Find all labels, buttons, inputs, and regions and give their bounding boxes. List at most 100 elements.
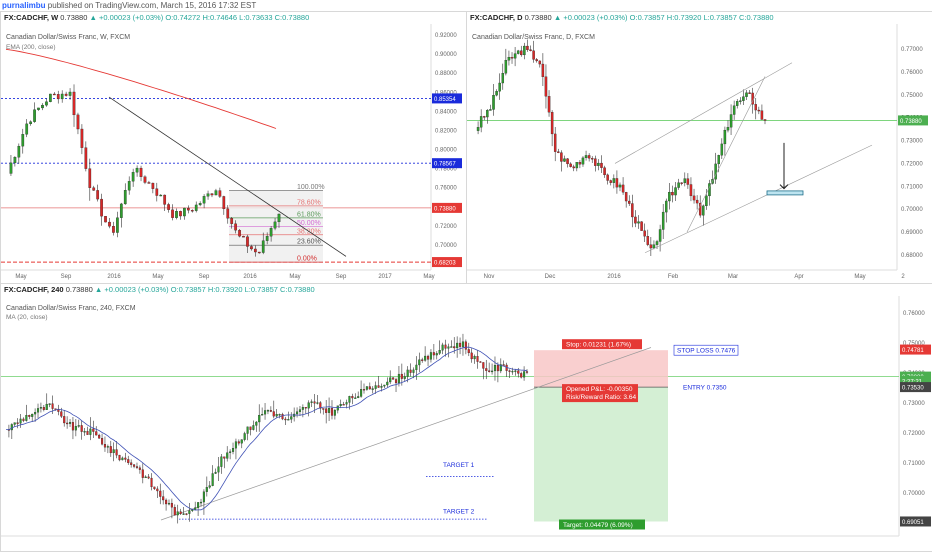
candle-body xyxy=(763,119,767,121)
candle-body xyxy=(217,466,220,473)
candle-body xyxy=(476,127,480,131)
candle-body xyxy=(450,346,453,348)
candle-body xyxy=(729,114,733,128)
arrow-head-icon xyxy=(779,184,789,190)
candle-body xyxy=(179,511,182,514)
candle-body xyxy=(489,109,492,111)
price-badge xyxy=(900,516,931,527)
candle-body xyxy=(383,384,386,387)
time-tick-label: Sep xyxy=(336,274,347,280)
candle-body xyxy=(261,414,264,416)
candle-body xyxy=(609,180,612,183)
ohlc: O:0.73857 H:0.73920 L:0.73857 C:0.73880 xyxy=(170,285,315,294)
candle-body xyxy=(162,496,165,501)
candle-body xyxy=(226,452,229,459)
candle-body xyxy=(658,229,662,242)
indicator-label[interactable]: EMA (200, close) xyxy=(6,44,56,51)
h4-chart-panel[interactable]: FX:CADCHF, 240 0.73880 ▲ +0.00023 (+0.03… xyxy=(0,283,932,552)
candle-body xyxy=(10,424,13,431)
daily-chart-panel[interactable]: FX:CADCHF, D 0.73880 ▲ +0.00023 (+0.03%)… xyxy=(466,11,932,284)
candle-body xyxy=(584,155,588,159)
daily-chart: 0.770000.760000.750000.740000.730000.720… xyxy=(467,24,928,280)
candle-body xyxy=(507,57,511,61)
stop-label: Stop: 0.01231 (1.67%) xyxy=(566,342,631,349)
trend-line xyxy=(108,96,347,257)
candle-body xyxy=(499,364,502,372)
candle-body xyxy=(386,381,389,386)
candle-body xyxy=(119,203,123,218)
price-badge xyxy=(432,158,462,169)
candle-body xyxy=(202,196,206,204)
time-tick-label: 192 xyxy=(1,284,7,286)
candle-body xyxy=(153,486,156,490)
candle-body xyxy=(501,73,505,84)
candle-body xyxy=(640,221,643,231)
stop-loss-note-box xyxy=(673,344,739,356)
candle-body xyxy=(547,96,551,113)
candle-body xyxy=(138,467,141,470)
candle-body xyxy=(652,244,656,249)
candle-body xyxy=(150,477,153,488)
candle-body xyxy=(374,385,377,389)
candle-body xyxy=(603,167,606,176)
candle-body xyxy=(76,114,80,130)
candle-body xyxy=(760,110,764,120)
candle-body xyxy=(397,373,400,384)
candle-body xyxy=(112,449,115,454)
candle-body xyxy=(517,370,520,374)
candle-body xyxy=(16,422,19,424)
candle-body xyxy=(394,379,398,384)
candle-body xyxy=(482,362,485,369)
candle-body xyxy=(535,59,538,62)
candle-body xyxy=(566,158,569,165)
price-badge-label: 0.73880 xyxy=(434,206,456,212)
candle-body xyxy=(495,91,498,96)
price-tick-label: 0.88000 xyxy=(435,71,457,77)
time-tick-label: Feb xyxy=(668,274,679,280)
candle-body xyxy=(41,104,44,109)
candle-body xyxy=(22,418,25,421)
candle-body xyxy=(127,181,131,191)
candle-body xyxy=(45,101,48,106)
candle-body xyxy=(345,402,348,405)
candle-body xyxy=(362,389,366,391)
candle-body xyxy=(234,223,237,231)
time-tick-label: Apr xyxy=(794,274,803,280)
time-tick-label: Nov xyxy=(484,274,495,280)
price-tick-label: 0.75000 xyxy=(901,93,923,99)
indicator-label[interactable]: MA (20, close) xyxy=(6,314,48,321)
candle-body xyxy=(735,101,739,106)
time-tick-label: 580 xyxy=(1,284,7,286)
candle-body xyxy=(72,91,76,116)
candle-body xyxy=(748,92,751,94)
time-tick-label: 2017 xyxy=(378,274,392,280)
candle-body xyxy=(301,407,304,410)
candle-body xyxy=(218,190,222,197)
candle-body xyxy=(493,365,497,372)
candle-body xyxy=(175,211,178,218)
candle-body xyxy=(80,425,83,432)
price-tick-label: 0.72000 xyxy=(435,224,457,230)
candle-body xyxy=(63,416,66,424)
candle-body xyxy=(380,385,383,388)
candle-body xyxy=(557,151,560,153)
h4-header: FX:CADCHF, 240 0.73880 ▲ +0.00023 (+0.03… xyxy=(1,284,932,295)
candle-body xyxy=(249,426,252,430)
weekly-chart-panel[interactable]: FX:CADCHF, W 0.73880 ▲ +0.00023 (+0.03%)… xyxy=(0,11,467,284)
candle-body xyxy=(33,109,36,122)
time-tick-label: 270 xyxy=(1,284,7,286)
candle-body xyxy=(508,370,511,372)
candle-body xyxy=(68,422,72,424)
candle-body xyxy=(339,404,342,406)
ohlc: O:0.73857 H:0.73920 L:0.73857 C:0.73880 xyxy=(629,13,774,22)
candle-body xyxy=(31,413,34,417)
candle-body xyxy=(272,411,275,417)
candle-body xyxy=(745,92,748,97)
time-tick-label: 425 xyxy=(1,284,7,286)
publisher-user[interactable]: purnalimbu xyxy=(2,1,46,10)
candle-body xyxy=(665,200,668,213)
candle-body xyxy=(258,414,261,423)
candle-body xyxy=(92,428,95,432)
target-zone xyxy=(534,387,668,522)
candle-body xyxy=(188,510,191,514)
